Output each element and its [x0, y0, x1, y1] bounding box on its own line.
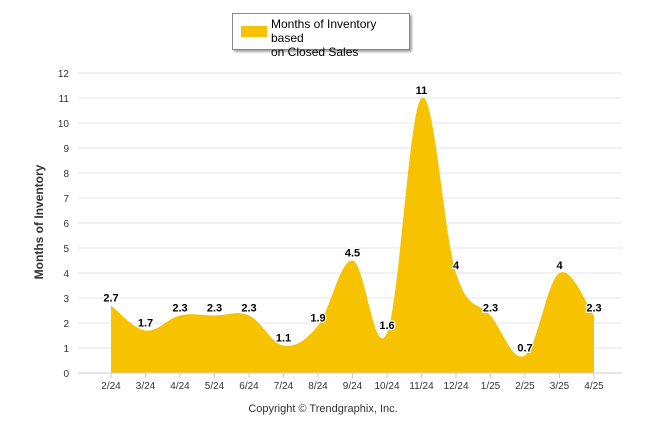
legend-label: Months of Inventory based on Closed Sale…	[271, 17, 409, 59]
data-label: 2.3	[586, 303, 601, 315]
data-label: 2.3	[207, 303, 222, 315]
x-tick-label: 4/24	[170, 381, 190, 392]
y-tick-label: 3	[63, 294, 69, 305]
x-tick-label: 2/24	[101, 381, 121, 392]
data-label: 1.1	[276, 333, 291, 345]
data-label: 2.3	[241, 303, 256, 315]
series-area	[111, 97, 594, 373]
data-label: 2.3	[172, 303, 187, 315]
x-tick-label: 8/24	[308, 381, 328, 392]
y-tick-label: 1	[63, 344, 69, 355]
x-tick-label: 11/24	[409, 381, 434, 392]
y-tick-label: 12	[58, 69, 70, 80]
x-tick-label: 7/24	[274, 381, 294, 392]
legend-label-line2: on Closed Sales	[271, 45, 359, 59]
y-tick-label: 8	[63, 169, 69, 180]
x-tick-label: 2/25	[515, 381, 535, 392]
y-tick-label: 5	[63, 244, 69, 255]
y-tick-label: 6	[63, 219, 69, 230]
copyright-footer: Copyright © Trendgraphix, Inc.	[248, 403, 398, 415]
data-label: 4	[556, 260, 563, 272]
data-labels: 2.7 1.7 2.3 2.3 2.3 1.1 1.9 4.5 1.6 11 4 2.3 0.7 4 2.3	[102, 84, 603, 356]
legend: Months of Inventory based on Closed Sale…	[232, 13, 410, 59]
data-label: 11	[416, 85, 428, 97]
legend-label-line1: Months of Inventory based	[271, 17, 377, 45]
data-label: 2.7	[103, 293, 118, 305]
x-tick-label: 10/24	[374, 381, 399, 392]
data-label: 1.6	[379, 320, 394, 332]
data-label: 1.9	[310, 313, 325, 325]
y-tick-label: 2	[63, 319, 69, 330]
y-tick-label: 7	[63, 194, 69, 205]
y-tick-label: 10	[58, 119, 70, 130]
data-label: 2.3	[483, 303, 498, 315]
x-tick-label: 12/24	[443, 381, 468, 392]
x-axis: 2/24 3/24 4/24 5/24 6/24 7/24 8/24 9/24 10/24 11/…	[78, 372, 622, 392]
data-label: 4.5	[345, 248, 360, 260]
data-label: 1.7	[138, 318, 153, 330]
y-tick-label: 11	[59, 94, 70, 105]
y-axis-title: Months of Inventory	[32, 164, 46, 279]
y-tick-label: 0	[63, 369, 69, 380]
x-tick-label: 3/24	[136, 381, 156, 392]
x-tick-label: 9/24	[343, 381, 363, 392]
x-tick-label: 6/24	[239, 381, 259, 392]
x-tick-label: 5/24	[205, 381, 225, 392]
data-label: 4	[453, 260, 460, 272]
legend-swatch	[241, 26, 267, 37]
x-tick-label: 3/25	[550, 381, 570, 392]
y-tick-label: 4	[63, 269, 69, 280]
data-label: 0.7	[517, 343, 532, 355]
x-tick-label: 4/25	[584, 381, 604, 392]
x-tick-label: 1/25	[481, 381, 501, 392]
y-tick-label: 9	[63, 144, 69, 155]
